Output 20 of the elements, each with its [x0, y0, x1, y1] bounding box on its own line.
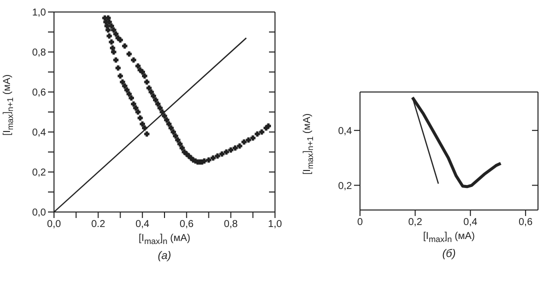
text: (б): [441, 248, 457, 260]
x-tick-label: 0,4: [463, 217, 478, 228]
y-tick-label: 0,4: [32, 128, 46, 139]
x-tick-label: 0,8: [224, 219, 238, 230]
x-tick-label: 0,4: [135, 219, 150, 230]
x-tick-label: 0,6: [518, 217, 533, 228]
y-tick-label: 0,6: [32, 88, 46, 99]
x-tick-label: 0: [357, 217, 364, 228]
x-tick-label: 0.2: [91, 219, 106, 230]
y-tick-label: 0,2: [32, 168, 46, 179]
y-tick-label: 0,0: [32, 208, 46, 219]
x-axis-title: [I$_{max}$]$_{n}$ (мА): [422, 231, 476, 244]
x-tick-label: 0,6: [180, 219, 194, 230]
x-tick-label: 0,2: [408, 217, 423, 228]
x-tick-label: 1,0: [268, 219, 282, 230]
x-axis-title: [I$_{max}$]$_{n}$ (мА): [138, 233, 192, 246]
y-tick-label: 0,8: [32, 48, 46, 59]
y-tick-label: 1,0: [32, 8, 46, 19]
x-tick-label: 0,0: [47, 219, 62, 230]
text: (а): [156, 250, 172, 262]
